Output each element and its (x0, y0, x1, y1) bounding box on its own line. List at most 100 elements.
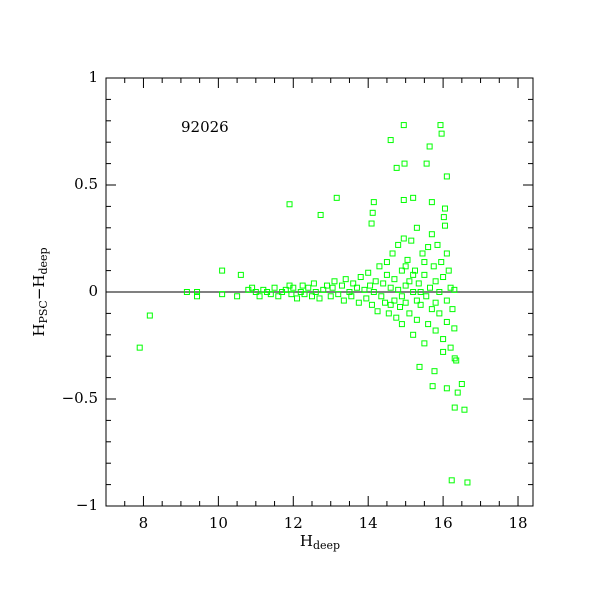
point (350, 280, 357, 287)
point (404, 256, 411, 263)
point (423, 160, 430, 167)
point (430, 263, 437, 270)
point (146, 312, 153, 319)
point (252, 289, 259, 295)
point (398, 293, 405, 300)
point (387, 137, 394, 144)
point (434, 241, 441, 248)
y-axis-label-part: PSC (37, 300, 50, 323)
point (398, 267, 405, 274)
point (290, 284, 297, 291)
point (391, 297, 398, 304)
point (438, 259, 445, 266)
point (432, 327, 439, 334)
point (440, 336, 447, 343)
point (428, 199, 435, 206)
point (301, 291, 308, 298)
point (256, 293, 263, 300)
y-axis-label-part: H (30, 324, 48, 337)
x-tick-label: 10 (209, 514, 228, 532)
point (421, 340, 428, 347)
point (383, 259, 390, 266)
point (361, 286, 368, 293)
point (443, 385, 450, 392)
point (400, 235, 407, 242)
point (353, 284, 360, 291)
point (431, 368, 438, 375)
point (443, 297, 450, 304)
point (454, 389, 461, 396)
y-axis-label: HPSC−Hdeep (30, 247, 50, 336)
point (432, 278, 439, 285)
point (346, 289, 353, 295)
point (451, 325, 458, 332)
point (441, 222, 448, 229)
point (423, 293, 430, 300)
point (448, 477, 455, 484)
point (443, 250, 450, 257)
point (391, 276, 398, 283)
point (437, 122, 444, 129)
point (316, 295, 323, 302)
point (413, 316, 420, 323)
point (429, 383, 436, 390)
point (449, 306, 456, 313)
x-tick-label: 12 (284, 514, 303, 532)
point (458, 381, 465, 388)
point (413, 297, 420, 304)
point (338, 282, 345, 289)
y-tick-label: 0 (88, 282, 98, 300)
point (387, 284, 394, 291)
point (299, 282, 306, 289)
point (402, 299, 409, 306)
point (425, 321, 432, 328)
point (436, 310, 443, 317)
point (398, 321, 405, 328)
point (327, 293, 334, 300)
point (333, 194, 340, 201)
point (428, 306, 435, 313)
point (406, 278, 413, 285)
point (378, 293, 385, 300)
y-tick-label: −1 (76, 496, 98, 514)
point (413, 224, 420, 231)
point (408, 237, 415, 244)
point (374, 308, 381, 315)
point (335, 291, 342, 298)
point (451, 286, 458, 293)
x-axis-label-part: H (300, 532, 313, 550)
y-tick-label: 1 (88, 68, 98, 86)
point (410, 194, 417, 201)
point (219, 291, 226, 298)
point (288, 291, 295, 298)
point (363, 295, 370, 302)
x-tick-label: 16 (434, 514, 453, 532)
x-tick-label: 18 (508, 514, 527, 532)
point (426, 284, 433, 291)
point (368, 220, 375, 227)
point (382, 299, 389, 306)
point (443, 173, 450, 180)
point (416, 363, 423, 370)
point (194, 289, 201, 295)
point (426, 143, 433, 150)
point (393, 164, 400, 171)
point (305, 284, 312, 291)
point (402, 263, 409, 270)
point (410, 289, 417, 295)
point (275, 293, 282, 300)
point (438, 130, 445, 137)
point (282, 286, 289, 293)
point (417, 301, 424, 308)
point (317, 211, 324, 218)
point (421, 271, 428, 278)
point (385, 310, 392, 317)
point (219, 267, 226, 274)
point (365, 269, 372, 276)
point (436, 289, 443, 295)
point (393, 314, 400, 321)
x-tick-label: 8 (139, 514, 149, 532)
point (331, 278, 338, 285)
point (406, 310, 413, 317)
